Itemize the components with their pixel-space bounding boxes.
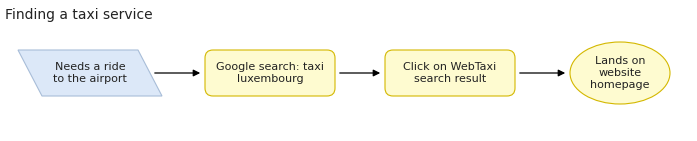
Text: Needs a ride
to the airport: Needs a ride to the airport bbox=[53, 62, 127, 84]
Polygon shape bbox=[18, 50, 162, 96]
Text: Finding a taxi service: Finding a taxi service bbox=[5, 8, 153, 22]
Text: Google search: taxi
luxembourg: Google search: taxi luxembourg bbox=[216, 62, 324, 84]
Text: Click on WebTaxi
search result: Click on WebTaxi search result bbox=[404, 62, 497, 84]
FancyBboxPatch shape bbox=[205, 50, 335, 96]
FancyBboxPatch shape bbox=[385, 50, 515, 96]
Text: Lands on
website
homepage: Lands on website homepage bbox=[590, 56, 650, 90]
Ellipse shape bbox=[570, 42, 670, 104]
